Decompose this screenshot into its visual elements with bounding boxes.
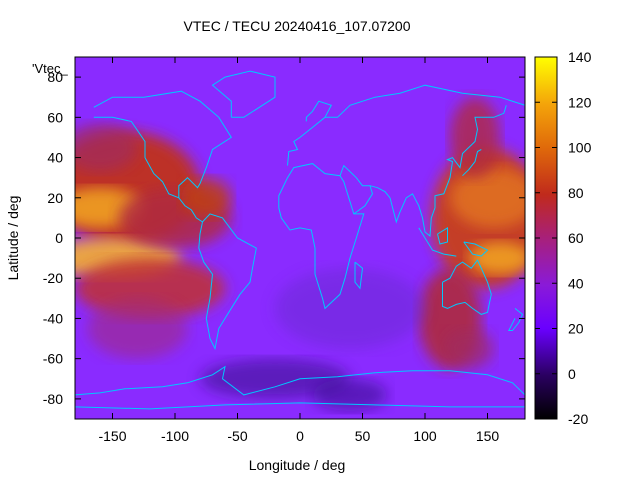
- y-tick-label: 20: [47, 190, 63, 206]
- colorbar-tick-label: 60: [568, 230, 584, 246]
- y-tick-label: -60: [43, 351, 63, 367]
- heat-region: [200, 358, 350, 399]
- coastline: [75, 402, 525, 410]
- y-tick-label: 60: [47, 109, 63, 125]
- y-tick-label: 80: [47, 69, 63, 85]
- coastline: [93, 90, 232, 199]
- coastline: [339, 164, 374, 215]
- coastline: [437, 227, 448, 245]
- coastline: [278, 163, 365, 310]
- coastlines: [75, 70, 525, 410]
- x-tick-label: 100: [413, 428, 437, 444]
- heat-region: [312, 378, 388, 411]
- colorbar-tick-label: 40: [568, 275, 584, 291]
- coastline: [418, 227, 457, 257]
- coastline: [442, 259, 492, 315]
- y-axis-label: Latitude / deg: [5, 196, 21, 281]
- x-tick-label: -150: [98, 428, 126, 444]
- x-axis: -150 -100 -50 0 50 100 150: [98, 57, 499, 444]
- vtec-heatmap: [75, 57, 525, 419]
- coastline: [198, 213, 257, 351]
- colorbar-tick-label: 80: [568, 185, 584, 201]
- coastline: [325, 84, 525, 118]
- colorbar-tick-label: 100: [568, 140, 592, 156]
- x-axis-label: Longitude / deg: [249, 457, 346, 473]
- coastline: [463, 241, 489, 257]
- x-tick-label: -100: [161, 428, 189, 444]
- coastline: [354, 261, 364, 290]
- heat-region: [87, 298, 188, 359]
- colorbar-tick-label: -20: [568, 411, 588, 427]
- y-tick-label: 40: [47, 150, 63, 166]
- coastline: [211, 70, 276, 118]
- colorbar-tick-label: 140: [568, 49, 592, 65]
- y-tick-label: -40: [43, 310, 63, 326]
- coastline: [369, 105, 507, 237]
- x-tick-label: 0: [296, 428, 304, 444]
- x-tick-label: 50: [355, 428, 371, 444]
- y-tick-label: 0: [55, 230, 63, 246]
- heat-region: [275, 268, 425, 349]
- coastline: [75, 365, 525, 396]
- colorbar-axis: -20 0 20 40 60 80 100 120 140: [535, 49, 592, 427]
- heat-region: [450, 97, 500, 178]
- coastline: [287, 100, 333, 166]
- heat-region: [443, 328, 494, 369]
- legend-label: 'Vtec_: [32, 61, 68, 76]
- colorbar-tick-label: 0: [568, 366, 576, 382]
- coastline: [462, 149, 482, 177]
- chart-title: VTEC / TECU 20240416_107.07200: [183, 18, 410, 34]
- coastline: [507, 308, 524, 331]
- coastline: [178, 197, 203, 223]
- y-tick-label: -80: [43, 391, 63, 407]
- heat-region: [75, 123, 138, 172]
- x-tick-label: -50: [227, 428, 247, 444]
- colorbar-tick-label: 120: [568, 94, 592, 110]
- colorbar-tick-label: 20: [568, 321, 584, 337]
- heat-region: [450, 167, 525, 228]
- heat-region: [468, 242, 525, 275]
- y-axis: -80 -60 -40 -20 0 20 40 60 80: [43, 69, 525, 407]
- y-tick-label: -20: [43, 270, 63, 286]
- x-tick-label: 150: [476, 428, 500, 444]
- heat-region: [181, 177, 232, 218]
